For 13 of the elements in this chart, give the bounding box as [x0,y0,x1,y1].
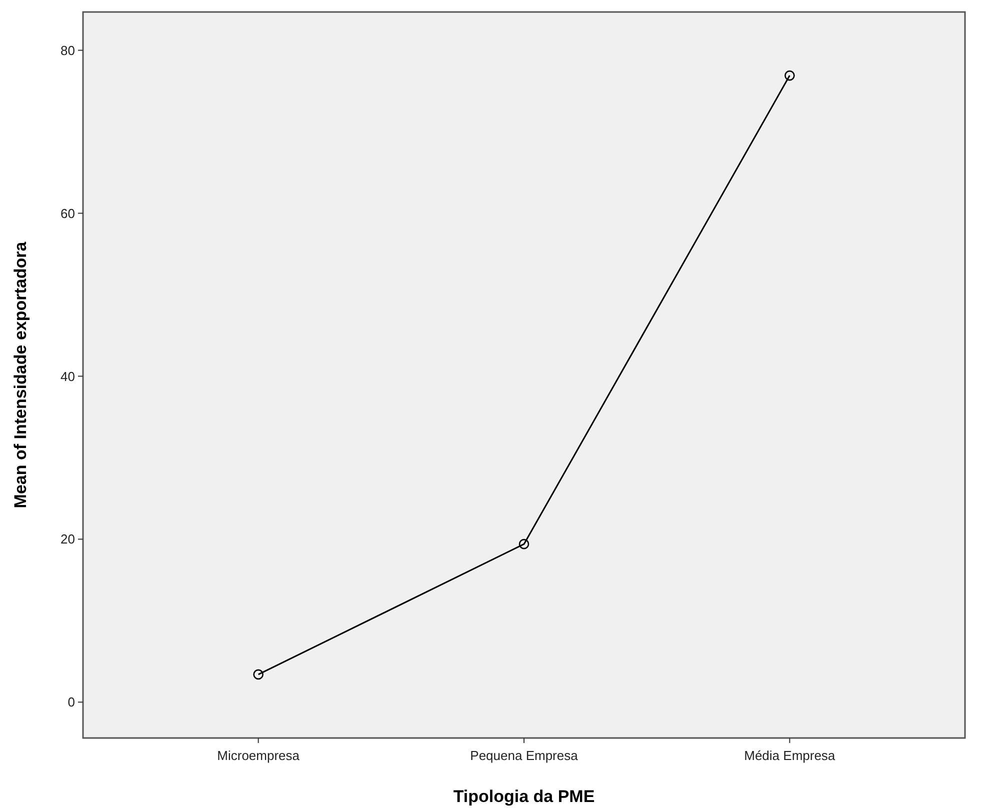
x-tick-label: Pequena Empresa [470,748,579,763]
y-tick-label: 0 [68,694,75,710]
point [518,538,530,550]
y-tick-label: 40 [60,368,75,384]
x-tick-label: Média Empresa [744,748,836,763]
y-tick-label: 80 [60,42,75,58]
point [784,70,795,81]
x-tick-label: Microempresa [217,748,300,763]
y-axis-title: Mean of Intensidade exportadora [11,241,30,508]
point [253,669,264,680]
y-tick-label: 60 [60,206,75,221]
x-axis-title: Tipologia da PME [453,787,595,806]
y-tick-label: 20 [60,532,75,547]
